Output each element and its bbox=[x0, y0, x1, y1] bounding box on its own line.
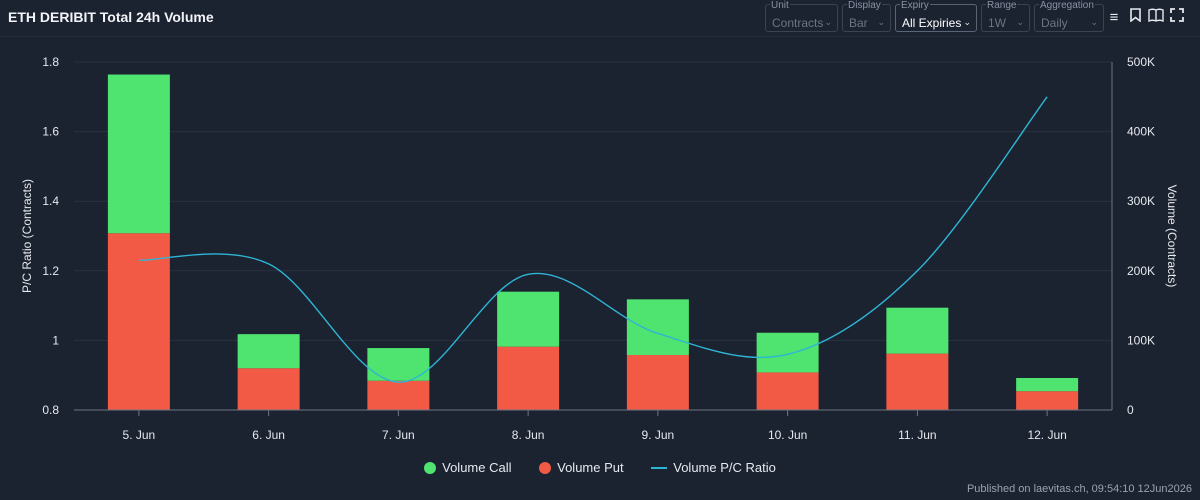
fullscreen-icon[interactable] bbox=[1169, 8, 1185, 26]
bar-call bbox=[497, 291, 560, 347]
chevron-down-icon: ⌄ bbox=[877, 17, 885, 27]
ratio-line bbox=[138, 96, 1048, 383]
bar-series bbox=[107, 74, 1079, 410]
bar-call bbox=[626, 299, 689, 356]
x-tick-label: 10. Jun bbox=[768, 428, 807, 442]
y-right-axis-title: Volume (Contracts) bbox=[1165, 185, 1179, 288]
x-tick-label: 12. Jun bbox=[1027, 428, 1066, 442]
aggregation-select[interactable]: Aggregation Daily ⌄ bbox=[1034, 0, 1104, 32]
axes: 0.8 0 1 100K 1.2 200K 1.4 300K 1.6 400K 1.8 500K P/C… bbox=[20, 55, 1179, 442]
legend-label-put: Volume Put bbox=[557, 460, 624, 475]
grid-lines bbox=[74, 61, 1112, 341]
bookmark-icon[interactable] bbox=[1127, 8, 1143, 26]
display-label: Display bbox=[847, 0, 882, 12]
legend-label-call: Volume Call bbox=[442, 460, 512, 475]
bar-call bbox=[1016, 377, 1079, 392]
bar-call bbox=[756, 332, 819, 373]
y-left-axis-title: P/C Ratio (Contracts) bbox=[20, 179, 34, 293]
header-divider bbox=[0, 36, 1200, 37]
bar-put bbox=[886, 353, 949, 410]
y-right-tick-label: 200K bbox=[1127, 264, 1155, 278]
toolbar: ≡ bbox=[1106, 8, 1190, 26]
y-left-tick-label: 1 bbox=[52, 333, 59, 347]
chevron-down-icon: ⌄ bbox=[963, 17, 971, 27]
range-select[interactable]: Range 1W ⌄ bbox=[981, 0, 1030, 32]
unit-select[interactable]: Unit Contracts ⌄ bbox=[765, 0, 838, 32]
range-label: Range bbox=[986, 0, 1018, 12]
chevron-down-icon: ⌄ bbox=[824, 17, 832, 27]
bar-put bbox=[1016, 391, 1079, 410]
legend-item-put[interactable]: Volume Put bbox=[539, 460, 624, 475]
unit-value: Contracts bbox=[772, 16, 824, 30]
x-tick-label: 11. Jun bbox=[898, 428, 936, 442]
menu-icon[interactable]: ≡ bbox=[1109, 9, 1119, 26]
legend-swatch-ratio bbox=[651, 467, 668, 469]
chevron-down-icon: ⌄ bbox=[1016, 17, 1024, 27]
y-right-tick-label: 300K bbox=[1127, 194, 1155, 208]
y-left-tick-label: 0.8 bbox=[42, 403, 59, 417]
y-left-tick-label: 1.8 bbox=[42, 55, 59, 69]
published-note: Published on laevitas.ch, 09:54:10 12Jun… bbox=[966, 483, 1192, 495]
x-tick-label: 6. Jun bbox=[252, 428, 285, 442]
y-left-tick-label: 1.6 bbox=[42, 125, 59, 139]
bar-put bbox=[756, 372, 819, 410]
legend-swatch-put bbox=[539, 462, 552, 474]
y-right-tick-label: 400K bbox=[1127, 125, 1155, 139]
x-tick-label: 7. Jun bbox=[382, 428, 415, 442]
bar-call bbox=[237, 334, 300, 369]
y-left-tick-label: 1.4 bbox=[42, 194, 59, 208]
bar-put bbox=[107, 233, 170, 410]
legend: Volume Call Volume Put Volume P/C Ratio bbox=[0, 460, 1200, 475]
bar-put bbox=[626, 355, 689, 410]
x-tick-label: 5. Jun bbox=[123, 428, 156, 442]
x-tick-label: 8. Jun bbox=[512, 428, 545, 442]
expiry-select[interactable]: Expiry All Expiries ⌄ bbox=[895, 0, 977, 32]
aggregation-value: Daily bbox=[1041, 16, 1068, 30]
x-tick-label: 9. Jun bbox=[642, 428, 675, 442]
display-value: Bar bbox=[849, 16, 868, 30]
legend-label-ratio: Volume P/C Ratio bbox=[673, 460, 776, 475]
y-left-tick-label: 1.2 bbox=[42, 264, 59, 278]
display-select[interactable]: Display Bar ⌄ bbox=[842, 0, 891, 32]
y-right-tick-label: 0 bbox=[1127, 403, 1134, 417]
expiry-label: Expiry bbox=[900, 0, 930, 12]
bar-call bbox=[886, 307, 949, 354]
unit-label: Unit bbox=[770, 0, 790, 12]
bar-put bbox=[367, 380, 430, 410]
y-right-tick-label: 100K bbox=[1127, 333, 1155, 347]
bar-call bbox=[107, 74, 170, 234]
aggregation-label: Aggregation bbox=[1039, 0, 1095, 12]
bar-put bbox=[237, 368, 300, 410]
chart-title: ETH DERIBIT Total 24h Volume bbox=[8, 9, 214, 25]
y-right-tick-label: 500K bbox=[1127, 55, 1155, 69]
legend-item-ratio[interactable]: Volume P/C Ratio bbox=[651, 460, 776, 475]
book-icon[interactable] bbox=[1148, 8, 1164, 26]
range-value: 1W bbox=[988, 16, 1006, 30]
chevron-down-icon: ⌄ bbox=[1090, 17, 1098, 27]
legend-swatch-call bbox=[424, 462, 437, 474]
bar-put bbox=[497, 346, 560, 410]
line-series bbox=[138, 96, 1048, 383]
expiry-value: All Expiries bbox=[902, 16, 962, 30]
legend-item-call[interactable]: Volume Call bbox=[424, 460, 512, 475]
